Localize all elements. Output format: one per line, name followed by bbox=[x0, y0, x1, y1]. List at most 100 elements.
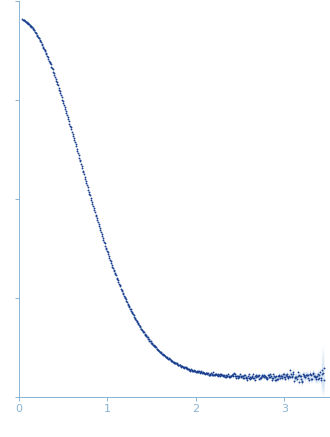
Point bbox=[280, 375, 285, 382]
Point bbox=[108, 258, 113, 265]
Point bbox=[44, 51, 49, 58]
Point bbox=[61, 100, 66, 107]
Point bbox=[209, 371, 214, 378]
Point bbox=[270, 375, 276, 382]
Point bbox=[109, 260, 114, 267]
Point bbox=[210, 371, 215, 378]
Point bbox=[62, 103, 67, 110]
Point bbox=[288, 371, 294, 378]
Point bbox=[168, 357, 173, 364]
Point bbox=[130, 310, 136, 317]
Point bbox=[239, 372, 244, 379]
Point bbox=[218, 371, 223, 378]
Point bbox=[83, 177, 88, 184]
Point bbox=[297, 371, 302, 378]
Point bbox=[73, 141, 78, 148]
Point bbox=[140, 326, 145, 333]
Point bbox=[107, 256, 113, 263]
Point bbox=[53, 75, 58, 82]
Point bbox=[242, 371, 248, 378]
Point bbox=[245, 373, 250, 380]
Point bbox=[171, 359, 176, 366]
Point bbox=[38, 38, 44, 45]
Point bbox=[231, 373, 236, 380]
Point bbox=[132, 314, 137, 321]
Point bbox=[139, 325, 144, 332]
Point bbox=[142, 331, 147, 338]
Point bbox=[222, 373, 228, 380]
Point bbox=[298, 373, 303, 380]
Point bbox=[74, 143, 79, 150]
Point bbox=[48, 61, 53, 68]
Point bbox=[257, 375, 263, 382]
Point bbox=[194, 368, 200, 375]
Point bbox=[71, 132, 76, 139]
Point bbox=[46, 55, 51, 62]
Point bbox=[43, 47, 48, 54]
Point bbox=[27, 22, 33, 29]
Point bbox=[204, 370, 210, 377]
Point bbox=[59, 94, 64, 101]
Point bbox=[251, 374, 256, 381]
Point bbox=[160, 350, 165, 357]
Point bbox=[115, 277, 120, 284]
Point bbox=[317, 369, 323, 376]
Point bbox=[30, 25, 35, 32]
Point bbox=[107, 255, 112, 262]
Point bbox=[34, 31, 40, 38]
Point bbox=[320, 369, 326, 376]
Point bbox=[58, 92, 64, 99]
Point bbox=[37, 37, 43, 44]
Point bbox=[24, 19, 29, 26]
Point bbox=[96, 221, 101, 228]
Point bbox=[204, 369, 209, 376]
Point bbox=[249, 373, 254, 380]
Point bbox=[77, 154, 82, 161]
Point bbox=[49, 63, 54, 70]
Point bbox=[317, 371, 322, 378]
Point bbox=[166, 355, 171, 362]
Point bbox=[234, 372, 240, 379]
Point bbox=[321, 365, 327, 372]
Point bbox=[140, 327, 145, 334]
Point bbox=[200, 368, 205, 375]
Point bbox=[116, 278, 121, 285]
Point bbox=[243, 375, 248, 382]
Point bbox=[212, 371, 217, 378]
Point bbox=[75, 149, 81, 156]
Point bbox=[148, 338, 153, 345]
Point bbox=[170, 358, 175, 365]
Point bbox=[174, 360, 179, 367]
Point bbox=[86, 188, 91, 195]
Point bbox=[296, 368, 301, 375]
Point bbox=[278, 372, 283, 379]
Point bbox=[232, 371, 237, 378]
Point bbox=[321, 377, 326, 384]
Point bbox=[269, 374, 274, 381]
Point bbox=[206, 371, 211, 378]
Point bbox=[100, 232, 105, 239]
Point bbox=[308, 376, 314, 383]
Point bbox=[43, 49, 49, 56]
Point bbox=[82, 175, 88, 182]
Point bbox=[151, 342, 156, 349]
Point bbox=[301, 372, 306, 379]
Point bbox=[122, 294, 127, 301]
Point bbox=[111, 264, 116, 271]
Point bbox=[314, 375, 319, 382]
Point bbox=[115, 275, 120, 282]
Point bbox=[205, 370, 210, 377]
Point bbox=[23, 18, 29, 25]
Point bbox=[89, 198, 94, 205]
Point bbox=[302, 373, 308, 380]
Point bbox=[192, 368, 197, 375]
Point bbox=[313, 373, 318, 380]
Point bbox=[98, 229, 104, 236]
Point bbox=[79, 163, 84, 170]
Point bbox=[175, 361, 180, 368]
Point bbox=[93, 212, 99, 219]
Point bbox=[248, 373, 253, 380]
Point bbox=[60, 96, 65, 103]
Point bbox=[212, 371, 217, 378]
Point bbox=[53, 77, 59, 84]
